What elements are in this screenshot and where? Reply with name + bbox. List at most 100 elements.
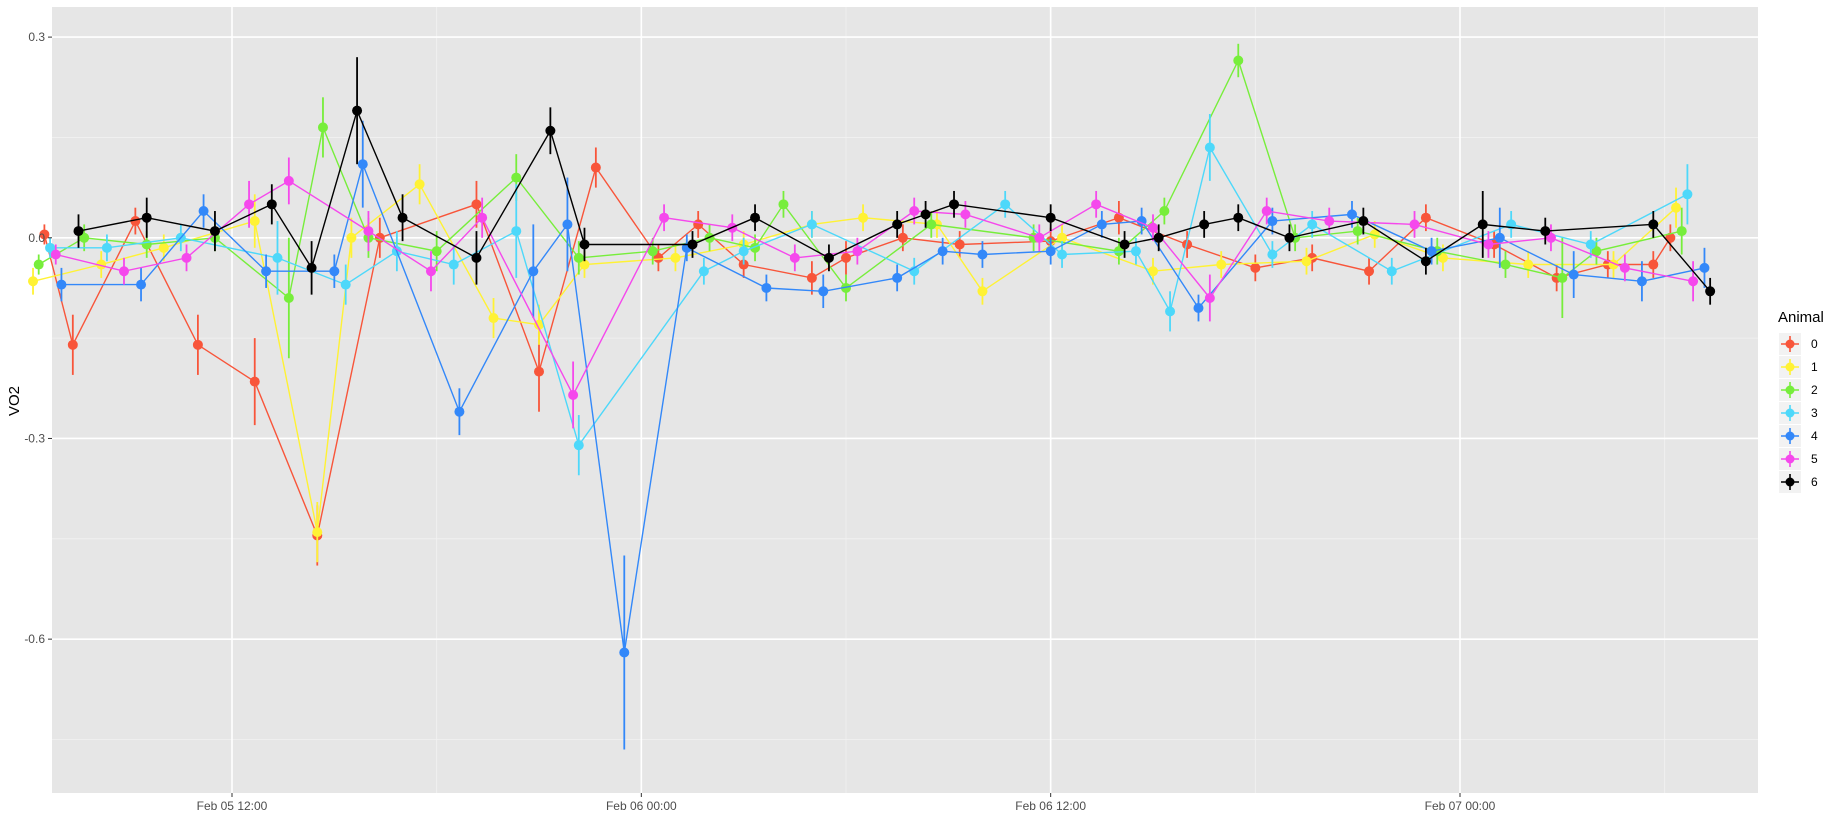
data-point — [73, 226, 84, 237]
data-point — [471, 252, 482, 263]
data-point — [266, 199, 277, 210]
plot-panel — [52, 7, 1758, 793]
data-point — [693, 219, 704, 230]
data-point — [909, 206, 920, 217]
data-point — [1159, 206, 1170, 217]
data-point — [101, 242, 112, 253]
data-point — [363, 226, 374, 237]
legend-key-point — [1785, 454, 1795, 464]
data-point — [1437, 252, 1448, 263]
data-point — [573, 440, 584, 451]
x-tick-label: Feb 06 12:00 — [1015, 799, 1086, 813]
data-point — [960, 209, 971, 220]
legend-key-point — [1785, 385, 1795, 395]
data-point — [937, 246, 948, 257]
data-point — [647, 246, 658, 257]
data-point — [1045, 246, 1056, 257]
legend-label: 6 — [1811, 475, 1818, 489]
data-point — [977, 249, 988, 260]
data-point — [1500, 259, 1511, 270]
data-point — [471, 199, 482, 210]
data-point — [1148, 222, 1158, 233]
data-point — [357, 159, 368, 170]
data-point — [511, 172, 522, 183]
data-point — [45, 242, 56, 253]
data-point — [1352, 226, 1363, 237]
data-point — [806, 272, 817, 283]
data-point — [283, 175, 294, 186]
data-point — [949, 199, 960, 210]
legend: Animal 0 1 2 3 4 5 6 — [1778, 309, 1824, 493]
data-point — [431, 246, 442, 257]
data-point — [1057, 232, 1068, 243]
data-point — [1494, 232, 1505, 243]
data-point — [1204, 142, 1215, 153]
data-point — [448, 259, 459, 270]
data-point — [892, 272, 903, 283]
data-point — [1119, 239, 1130, 250]
y-tick-label: 0.0 — [28, 231, 45, 245]
data-point — [397, 212, 408, 223]
data-point — [1216, 259, 1227, 270]
y-tick-label: -0.3 — [24, 431, 45, 445]
data-point — [1568, 269, 1579, 280]
data-point — [1619, 262, 1630, 273]
data-point — [1284, 232, 1295, 243]
data-point — [1233, 212, 1244, 223]
data-point — [158, 242, 169, 253]
data-point — [545, 125, 556, 136]
data-point — [283, 292, 294, 303]
y-axis-title: VO2 — [6, 386, 23, 416]
data-point — [1585, 239, 1596, 250]
data-point — [1301, 256, 1312, 267]
data-point — [1545, 232, 1556, 243]
data-point — [1409, 219, 1420, 230]
data-point — [244, 199, 255, 210]
data-point — [317, 122, 328, 133]
data-point — [1671, 202, 1682, 213]
data-point — [1267, 216, 1278, 227]
data-point — [488, 313, 499, 324]
data-point — [261, 266, 272, 277]
data-point — [1153, 232, 1164, 243]
data-point — [1369, 229, 1380, 240]
data-point — [579, 259, 590, 270]
data-point — [1233, 55, 1244, 66]
data-point — [568, 389, 579, 400]
data-point — [761, 282, 772, 293]
data-point — [528, 266, 539, 277]
legend-item-2: 2 — [1779, 379, 1818, 401]
data-point — [1130, 246, 1141, 257]
data-point — [1636, 276, 1647, 287]
series-layer — [28, 43, 1716, 750]
data-point — [249, 216, 260, 227]
legend-title: Animal — [1778, 309, 1824, 326]
data-point — [670, 252, 681, 263]
data-point — [1045, 212, 1056, 223]
data-point — [1420, 256, 1431, 267]
x-tick-label: Feb 05 12:00 — [197, 799, 268, 813]
data-point — [1261, 206, 1272, 217]
grid-minor — [52, 7, 1758, 793]
data-point — [209, 226, 220, 237]
data-point — [1193, 303, 1204, 314]
data-point — [1250, 262, 1261, 273]
data-point — [1199, 219, 1210, 230]
data-point — [1307, 219, 1318, 230]
legend-item-1: 1 — [1779, 356, 1818, 378]
data-point — [1682, 189, 1693, 200]
data-point — [1426, 246, 1437, 257]
data-point — [841, 282, 851, 293]
data-point — [96, 259, 107, 270]
data-point — [1523, 259, 1534, 270]
data-point — [425, 266, 436, 277]
data-point — [67, 339, 78, 350]
data-point — [1540, 226, 1551, 237]
data-point — [920, 209, 931, 220]
data-point — [1648, 259, 1659, 270]
data-point — [1477, 219, 1488, 230]
data-point — [1665, 232, 1676, 243]
data-point — [659, 212, 670, 223]
data-point — [926, 219, 937, 230]
data-point — [892, 219, 903, 230]
